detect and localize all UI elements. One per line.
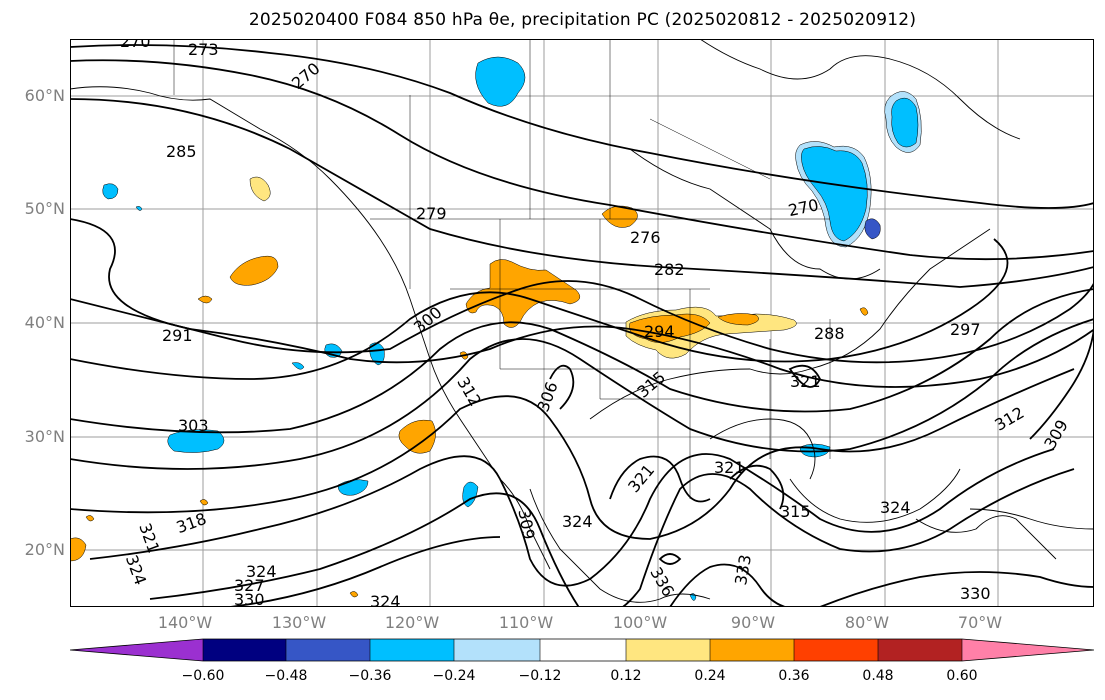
lon-label-70w: 70°W <box>957 613 1003 632</box>
colorbar-tick: 0.12 <box>610 668 642 684</box>
contour-label: 276 <box>630 228 661 247</box>
colorbar-swatch <box>710 639 794 661</box>
lat-label-20: 20°N <box>24 540 65 559</box>
contour-label: 321 <box>790 372 821 391</box>
lat-label-30: 30°N <box>24 427 65 446</box>
contour-label: 330 <box>234 590 265 607</box>
lon-label-80w: 80°W <box>844 613 890 632</box>
contour-label: 285 <box>166 142 197 161</box>
colorbar-dividers <box>202 639 963 661</box>
colorbar-tick: −0.24 <box>432 668 476 684</box>
contour-label: 321 <box>714 458 745 477</box>
contour-label: 327 <box>234 576 265 595</box>
map-panel: 270 273 270 285 279 276 282 270 291 300 … <box>70 39 1094 607</box>
contour-label: 324 <box>246 562 277 581</box>
contour-label: 288 <box>814 324 845 343</box>
colorbar-swatch <box>70 639 203 661</box>
theta-e-contours <box>70 44 1094 607</box>
colorbar-swatch <box>286 639 370 661</box>
colorbar-tick: −0.12 <box>518 668 562 684</box>
colorbar-swatch <box>878 639 962 661</box>
colorbar-swatch <box>540 639 626 661</box>
contour-label: 303 <box>178 416 209 435</box>
lat-label-50: 50°N <box>24 199 65 218</box>
colorbar-swatch <box>794 639 878 661</box>
contour-label: 282 <box>654 260 685 279</box>
colorbar-tick: −0.60 <box>181 668 225 684</box>
contour-label: 279 <box>416 204 447 223</box>
lat-label-60: 60°N <box>24 86 65 105</box>
colorbar-swatch <box>454 639 540 661</box>
colorbar-swatch <box>370 639 454 661</box>
gridlines <box>70 39 1094 607</box>
contour-label: 330 <box>960 584 991 603</box>
colorbar-swatches <box>70 639 1094 661</box>
colorbar-tick: 0.60 <box>946 668 978 684</box>
colorbar-tick: 0.36 <box>778 668 810 684</box>
colorbar-tick: −0.48 <box>264 668 308 684</box>
map-title: 2025020400 F084 850 hPa θe, precipitatio… <box>248 10 917 30</box>
contour-label: 270 <box>120 39 151 51</box>
lon-label-120w: 120°W <box>384 613 440 632</box>
precip-negative-shading <box>102 56 922 601</box>
colorbar-swatch <box>626 639 710 661</box>
lon-label-110w: 110°W <box>498 613 554 632</box>
colorbar-tick: 0.24 <box>694 668 726 684</box>
contour-label: 294 <box>644 322 675 341</box>
lon-label-130w: 130°W <box>271 613 327 632</box>
colorbar-tick: −0.36 <box>348 668 392 684</box>
colorbar-tick: 0.48 <box>862 668 894 684</box>
lon-label-140w: 140°W <box>157 613 213 632</box>
contour-label: 291 <box>162 326 193 345</box>
contour-label: 297 <box>950 320 981 339</box>
precip-positive-shading <box>70 176 869 598</box>
lat-label-40: 40°N <box>24 313 65 332</box>
contour-label: 315 <box>780 502 811 521</box>
colorbar <box>70 638 1094 662</box>
lon-label-100w: 100°W <box>612 613 668 632</box>
contour-label: 324 <box>880 498 911 517</box>
contour-label: 324 <box>562 512 593 531</box>
colorbar-swatch <box>962 639 1094 661</box>
contour-label: 273 <box>188 40 219 59</box>
lon-label-90w: 90°W <box>730 613 776 632</box>
colorbar-swatch <box>203 639 286 661</box>
contour-label: 324 <box>370 592 401 607</box>
